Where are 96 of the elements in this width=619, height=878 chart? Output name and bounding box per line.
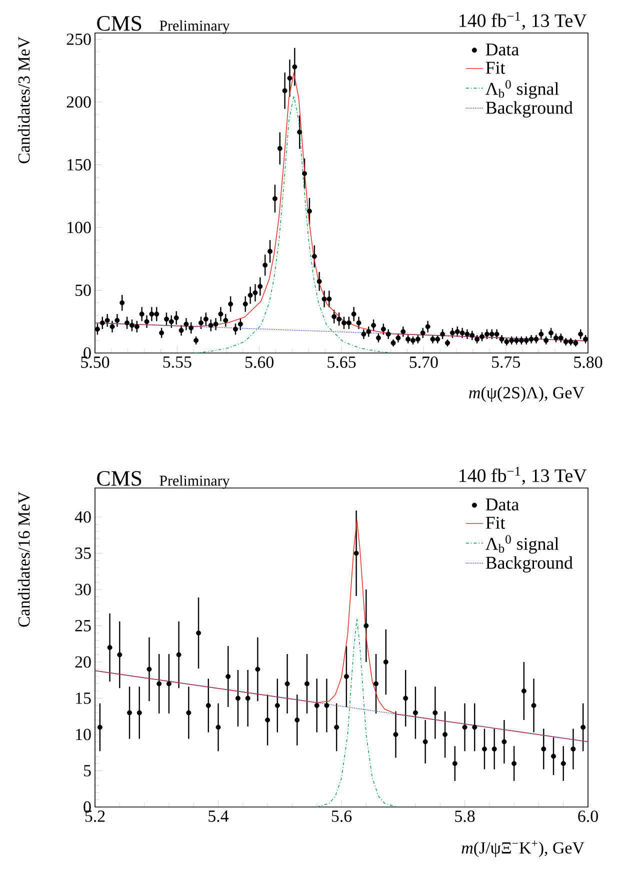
point [226, 674, 231, 679]
point [176, 652, 182, 658]
legend-label: Λ$_{b}$$^{0}$ signal [485, 80, 559, 99]
x-tick-label: 5.6 [332, 810, 352, 822]
x-tick-label: 5.55 [163, 356, 192, 368]
point [462, 724, 468, 730]
point [107, 645, 112, 650]
y-tick-label: 200 [66, 96, 91, 108]
y-tick-label: 150 [68, 159, 91, 170]
x-tick-label: 5.2 [85, 810, 105, 822]
point [156, 681, 162, 686]
point [146, 666, 152, 672]
x-tick-label: 5.80 [574, 356, 602, 368]
legend-label: Data [486, 44, 519, 56]
point [580, 724, 586, 730]
point [284, 681, 290, 686]
point [541, 746, 546, 752]
point [127, 710, 132, 716]
point [265, 718, 270, 722]
point [482, 746, 487, 752]
point [196, 630, 202, 636]
point [531, 703, 536, 708]
y-tick-label: 35 [75, 548, 91, 559]
chart-subtitle: Preliminary [160, 20, 230, 34]
point [186, 710, 192, 716]
text: 140 fb$^{−1}$, 13 TeV [460, 12, 587, 30]
chart-title: CMS [97, 471, 142, 486]
legend-label: Data [486, 498, 519, 510]
legend-label: Fit [486, 516, 506, 529]
y-tick-label: 20 [75, 656, 91, 668]
point [383, 660, 388, 664]
point [403, 696, 408, 701]
point [374, 681, 379, 686]
legend-label: Λ$_{b}$$^{0}$ signal [485, 535, 559, 554]
point [216, 724, 221, 730]
point [502, 739, 507, 744]
chart-title: CMS [97, 16, 142, 31]
legend-label: Fit [486, 62, 506, 74]
legend-label: Background [486, 101, 573, 118]
y-tick-label: 100 [68, 222, 91, 234]
text: 140 fb$^{−1}$, 13 TeV [460, 466, 587, 485]
y-tick-label: 10 [76, 728, 91, 740]
point [422, 739, 428, 744]
legend-label: Background [486, 556, 573, 573]
point [235, 696, 240, 701]
point [245, 696, 250, 701]
x-tick-label: 5.70 [410, 356, 438, 368]
point [97, 724, 102, 730]
point [452, 761, 458, 766]
point [314, 703, 320, 708]
point [521, 688, 526, 694]
point [324, 703, 330, 708]
y-tick-label: 50 [76, 284, 91, 296]
point [117, 652, 122, 658]
y-tick-label: 250 [66, 34, 91, 45]
point [570, 746, 576, 752]
x-tick-label: 5.8 [455, 810, 475, 822]
point [354, 550, 359, 556]
point [412, 710, 418, 716]
point [304, 681, 310, 686]
x-tick-label: 5.50 [81, 356, 110, 368]
point [206, 703, 211, 708]
y-tick-label: 0 [84, 347, 91, 359]
point [432, 710, 438, 716]
y-axis-title: Candidates/16 MeV [18, 492, 30, 627]
y-tick-label: 5 [84, 765, 91, 776]
y-tick-label: 15 [76, 692, 91, 704]
point [136, 710, 142, 716]
x-tick-label: 6.0 [578, 810, 598, 822]
point [334, 724, 340, 730]
x-tick-label: 5.75 [492, 356, 520, 368]
point [274, 703, 280, 708]
x-tick-label: 5.60 [246, 356, 274, 368]
chart-subtitle: Preliminary [160, 475, 230, 489]
point [442, 732, 448, 737]
point [255, 666, 260, 672]
line-series [194, 95, 393, 354]
point [364, 623, 369, 628]
point [294, 718, 300, 722]
point [550, 754, 556, 759]
y-tick-label: 0 [84, 801, 91, 813]
point [393, 732, 398, 737]
y-tick-label: 40 [74, 511, 91, 523]
point [472, 724, 478, 730]
point [166, 681, 172, 686]
point [492, 746, 497, 752]
x-tick-label: 5.65 [328, 356, 356, 368]
point [344, 674, 349, 679]
x-axis-title: m(ψ(2S)Λ), GeV [469, 386, 584, 402]
y-tick-label: 30 [75, 584, 91, 596]
x-tick-label: 5.4 [208, 810, 229, 822]
y-tick-label: 25 [75, 620, 91, 632]
x-axis-title: m(J/ψΞ$^{−}$K$^{+}$), GeV [462, 840, 584, 858]
point [560, 761, 566, 766]
y-axis-title: Candidates/3 MeV [18, 36, 30, 164]
point [512, 761, 517, 766]
